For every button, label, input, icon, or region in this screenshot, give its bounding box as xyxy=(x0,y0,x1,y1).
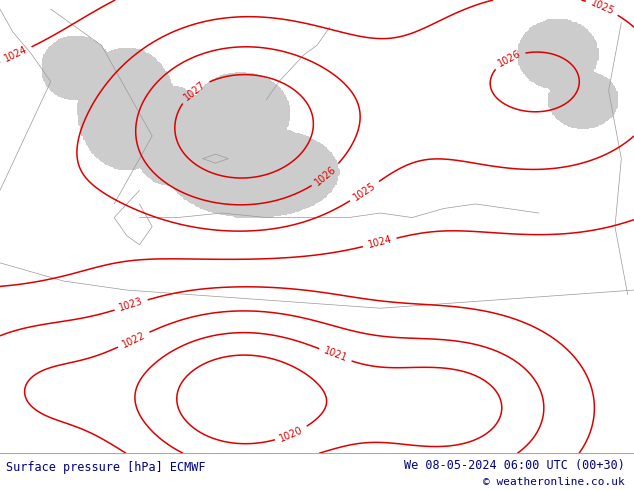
Text: 1023: 1023 xyxy=(118,296,145,314)
Text: 1021: 1021 xyxy=(322,346,349,364)
Text: © weatheronline.co.uk: © weatheronline.co.uk xyxy=(482,477,624,487)
Text: 1020: 1020 xyxy=(278,425,305,443)
Text: 1024: 1024 xyxy=(3,45,29,64)
Text: 1027: 1027 xyxy=(182,79,207,102)
Text: 1022: 1022 xyxy=(120,330,147,349)
Text: 1026: 1026 xyxy=(496,49,522,69)
Text: 1026: 1026 xyxy=(313,164,339,187)
Text: 1025: 1025 xyxy=(589,0,616,17)
Text: 1024: 1024 xyxy=(366,235,393,250)
Text: Surface pressure [hPa] ECMWF: Surface pressure [hPa] ECMWF xyxy=(6,462,206,474)
Text: 1025: 1025 xyxy=(352,180,378,202)
Text: We 08-05-2024 06:00 UTC (00+30): We 08-05-2024 06:00 UTC (00+30) xyxy=(404,459,624,471)
